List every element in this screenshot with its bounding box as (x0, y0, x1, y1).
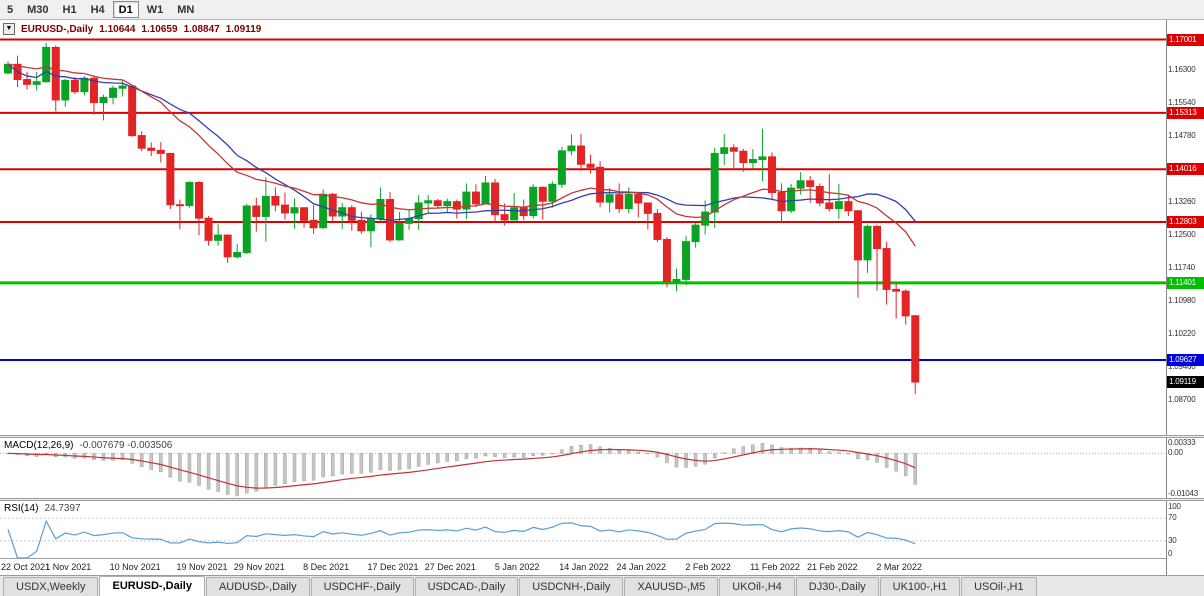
time-axis-label: 24 Jan 2022 (616, 562, 667, 572)
rsi-axis-label: 30 (1168, 535, 1177, 545)
time-axis[interactable]: 22 Oct 2021 1 Nov 2021 10 Nov 2021 19 Nov 2… (0, 558, 1204, 575)
rsi-label: RSI(14) 24.7397 (4, 503, 81, 514)
price-axis-label: 1.10220 (1168, 329, 1196, 339)
rsi-value: 24.7397 (44, 503, 81, 514)
price-level-tag: 1.17001 (1167, 33, 1204, 46)
price-level-tag: 1.14016 (1167, 163, 1204, 176)
time-axis-label: 5 Jan 2022 (494, 562, 540, 572)
chart-tab-XAUUSD-M5[interactable]: XAUUSD-,M5 (624, 577, 719, 596)
time-axis-label: 14 Jan 2022 (559, 562, 609, 572)
chart-tab-USDX-Weekly[interactable]: USDX,Weekly (3, 577, 99, 596)
timeframe-button-MN[interactable]: MN (177, 4, 195, 16)
time-axis-label: 17 Dec 2021 (367, 562, 419, 572)
time-axis-label: 8 Dec 2021 (303, 562, 350, 572)
rsi-panel[interactable] (0, 501, 1166, 558)
chart-tab-USOil-H1[interactable]: USOil-,H1 (961, 577, 1037, 596)
macd-label: MACD(12,26,9) -0.007679 -0.003506 (4, 440, 172, 451)
price-level-tag: 1.15313 (1167, 106, 1204, 119)
ma-red-line (7, 63, 916, 247)
time-axis-label: 11 Feb 2022 (750, 562, 800, 572)
rsi-title: RSI(14) (4, 503, 39, 514)
macd-panel[interactable] (0, 438, 1166, 498)
low-value: 1.08847 (183, 23, 220, 35)
price-level-tag: 1.09627 (1167, 353, 1204, 366)
chart-ohlc-header: ▼ EURUSD-,Daily 1.10644 1.10659 1.08847 … (3, 23, 261, 35)
chart-tab-UKOil-H4[interactable]: UKOil-,H4 (719, 577, 795, 596)
price-axis-label: 1.09460 (1168, 362, 1196, 372)
rsi-axis-label: 0 (1168, 549, 1173, 558)
timeframe-button-M30[interactable]: M30 (27, 4, 49, 16)
timeframe-button-H1[interactable]: H1 (62, 4, 77, 16)
time-axis-label: 22 Oct 2021 (1, 562, 51, 572)
chart-tab-USDCHF-Daily[interactable]: USDCHF-,Daily (310, 577, 414, 596)
panel-divider-macd[interactable] (0, 435, 1204, 438)
level-lines (0, 38, 1166, 361)
macd-axis-label: -0.01043 (1168, 489, 1198, 498)
open-value: 1.10644 (99, 23, 136, 35)
price-axis-label: 1.10980 (1168, 296, 1196, 306)
price-axis-label: 1.16300 (1168, 64, 1196, 74)
macd-values: -0.007679 -0.003506 (79, 440, 173, 451)
rsi-axis-label: 70 (1168, 513, 1177, 523)
symbol-label: EURUSD-,Daily (21, 23, 94, 35)
price-level-tag: 1.12803 (1167, 215, 1204, 228)
time-axis-label: 19 Nov 2021 (176, 562, 228, 572)
current-price-tag: 1.09119 (1167, 376, 1204, 389)
rsi-axis-label: 100 (1168, 502, 1181, 511)
candles (4, 43, 920, 394)
chart-tab-EURUSD-Daily[interactable]: EURUSD-,Daily (99, 576, 205, 596)
chart-tab-USDCNH-Daily[interactable]: USDCNH-,Daily (519, 577, 624, 596)
ma-blue-line (7, 63, 916, 222)
close-value: 1.09119 (225, 23, 262, 35)
macd-axis-label: 0.00333 (1168, 438, 1196, 447)
timeframe-button-H4[interactable]: H4 (90, 4, 105, 16)
time-axis-label: 10 Nov 2021 (109, 562, 161, 572)
price-level-tag: 1.11401 (1167, 276, 1204, 289)
time-axis-label: 1 Nov 2021 (45, 562, 92, 572)
chart-tab-UK100-H1[interactable]: UK100-,H1 (879, 577, 961, 596)
timeframe-toolbar: 5 M30 H1 H4 D1 W1 MN (0, 0, 1204, 20)
chart-tab-DJ30-Daily[interactable]: DJ30-,Daily (795, 577, 879, 596)
price-axis-label: 1.08700 (1168, 395, 1196, 405)
macd-axis-label: 0.00 (1168, 448, 1183, 458)
timeframe-button-5[interactable]: 5 (7, 4, 14, 16)
chart-tab-AUDUSD-Daily[interactable]: AUDUSD-,Daily (205, 577, 310, 596)
time-axis-label: 27 Dec 2021 (424, 562, 476, 572)
price-axis-label: 1.15540 (1168, 98, 1196, 107)
price-chart[interactable] (0, 20, 1166, 435)
time-axis-label: 21 Feb 2022 (807, 562, 858, 572)
time-axis-label: 2 Mar 2022 (876, 562, 922, 572)
macd-signal-line (7, 448, 916, 489)
time-axis-label: 29 Nov 2021 (233, 562, 285, 572)
chart-tab-USDCAD-Daily[interactable]: USDCAD-,Daily (414, 577, 519, 596)
price-axis-label: 1.14780 (1168, 131, 1196, 141)
time-axis-label: 2 Feb 2022 (685, 562, 731, 572)
price-axis[interactable]: 1.16300 1.15540 1.14780 1.13260 1.12500 1.117… (1166, 20, 1204, 575)
macd-title: MACD(12,26,9) (4, 440, 74, 451)
price-axis-label: 1.12500 (1168, 230, 1196, 240)
price-axis-label: 1.11740 (1168, 263, 1195, 273)
timeframe-button-D1[interactable]: D1 (112, 1, 139, 18)
symbol-dropdown-button[interactable]: ▼ (3, 23, 15, 35)
high-value: 1.10659 (141, 23, 178, 35)
rsi-line (7, 519, 916, 558)
panel-divider-rsi[interactable] (0, 498, 1204, 501)
timeframe-button-W1[interactable]: W1 (146, 4, 164, 16)
macd-histogram (6, 443, 917, 497)
price-axis-label: 1.13260 (1168, 197, 1196, 207)
chart-tabs: USDX,Weekly EURUSD-,Daily AUDUSD-,Daily USD… (0, 575, 1204, 596)
chart-window: ▼ EURUSD-,Daily 1.10644 1.10659 1.08847 … (0, 20, 1204, 575)
